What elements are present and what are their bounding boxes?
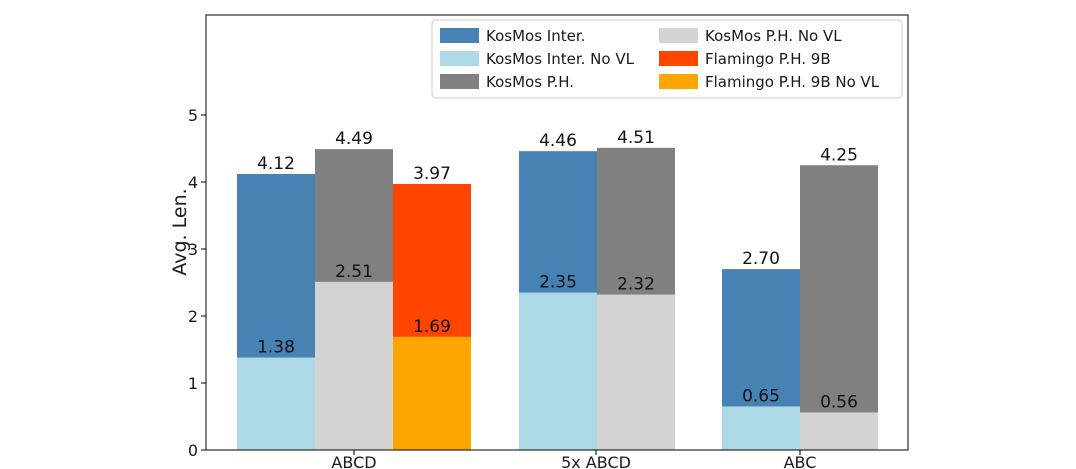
axes-layer: 0 1 2 3 4 5 ABCD 5x ABCD ABC <box>188 14 909 469</box>
legend: KosMos Inter. KosMos Inter. No VL KosMos P… <box>431 19 903 99</box>
data-label-kosmos-p-h-abc: 4.25 <box>820 145 858 165</box>
data-label-kosmos-p-h-5x-abcd: 4.51 <box>617 128 655 148</box>
bar-kosmos-inter-no-vl-abcd <box>237 357 315 450</box>
bar-kosmos-p-h-no-vl-abc <box>800 412 878 450</box>
bar-kosmos-inter-no-vl-5x-abcd <box>519 292 597 450</box>
legend-label-kosmos-p-h-no-vl: KosMos P.H. No VL <box>705 27 842 45</box>
legend-swatch-flamingo-p-h-9b-no-vl <box>659 74 698 89</box>
data-label-kosmos-inter-no-vl-abc: 0.65 <box>742 386 780 406</box>
data-label-kosmos-p-h-no-vl-abc: 0.56 <box>820 392 858 412</box>
bars-layer <box>237 147 878 451</box>
data-label-kosmos-p-h-abcd: 4.49 <box>335 129 373 149</box>
bar-flamingo-p-h-9b-no-vl-abcd <box>393 336 471 450</box>
legend-label-flamingo-p-h-9b: Flamingo P.H. 9B <box>705 50 831 68</box>
data-label-kosmos-inter-no-vl-abcd: 1.38 <box>257 338 295 358</box>
data-label-flamingo-p-h-9b-no-vl-abcd: 1.69 <box>413 317 451 337</box>
y-tick-label: 1 <box>188 374 198 393</box>
legend-label-kosmos-p-h: KosMos P.H. <box>486 73 574 91</box>
y-tick-label: 4 <box>188 173 198 192</box>
bar-kosmos-p-h-no-vl-abcd <box>315 281 393 450</box>
data-label-kosmos-inter-5x-abcd: 4.46 <box>539 131 577 151</box>
y-tick-label: 2 <box>188 307 198 326</box>
data-label-kosmos-p-h-no-vl-5x-abcd: 2.32 <box>617 275 655 295</box>
bar-kosmos-p-h-abc <box>800 165 878 450</box>
legend-label-kosmos-inter: KosMos Inter. <box>486 27 585 45</box>
x-tick-label-abcd: ABCD <box>331 453 376 469</box>
data-label-kosmos-inter-abcd: 4.12 <box>257 154 295 174</box>
legend-swatch-kosmos-p-h <box>440 74 479 89</box>
data-label-kosmos-p-h-no-vl-abcd: 2.51 <box>335 262 373 282</box>
x-tick-label-5x-abcd: 5x ABCD <box>561 453 631 469</box>
y-axis-title: Avg. Len. <box>169 188 191 275</box>
data-labels-layer: 4.12 1.38 4.49 2.51 3.97 1.69 4.46 2.35 4.51 2.32… <box>257 128 858 413</box>
bar-kosmos-p-h-no-vl-5x-abcd <box>597 294 675 450</box>
data-label-kosmos-inter-abc: 2.70 <box>742 249 780 269</box>
y-tick-label: 3 <box>188 240 198 259</box>
x-tick-label-abc: ABC <box>784 453 817 469</box>
y-tick-label: 5 <box>188 106 198 125</box>
data-label-flamingo-p-h-9b-abcd: 3.97 <box>413 164 451 184</box>
legend-swatch-kosmos-p-h-no-vl <box>659 28 698 43</box>
y-tick-label: 0 <box>188 441 198 460</box>
data-label-kosmos-inter-no-vl-5x-abcd: 2.35 <box>539 273 577 293</box>
legend-label-kosmos-inter-no-vl: KosMos Inter. No VL <box>486 50 635 68</box>
legend-swatch-kosmos-inter <box>440 28 479 43</box>
plot-frame <box>205 14 909 451</box>
bar-kosmos-inter-no-vl-abc <box>722 406 800 450</box>
legend-label-flamingo-p-h-9b-no-vl: Flamingo P.H. 9B No VL <box>705 73 880 91</box>
legend-swatch-flamingo-p-h-9b <box>659 51 698 66</box>
legend-swatch-kosmos-inter-no-vl <box>440 51 479 66</box>
